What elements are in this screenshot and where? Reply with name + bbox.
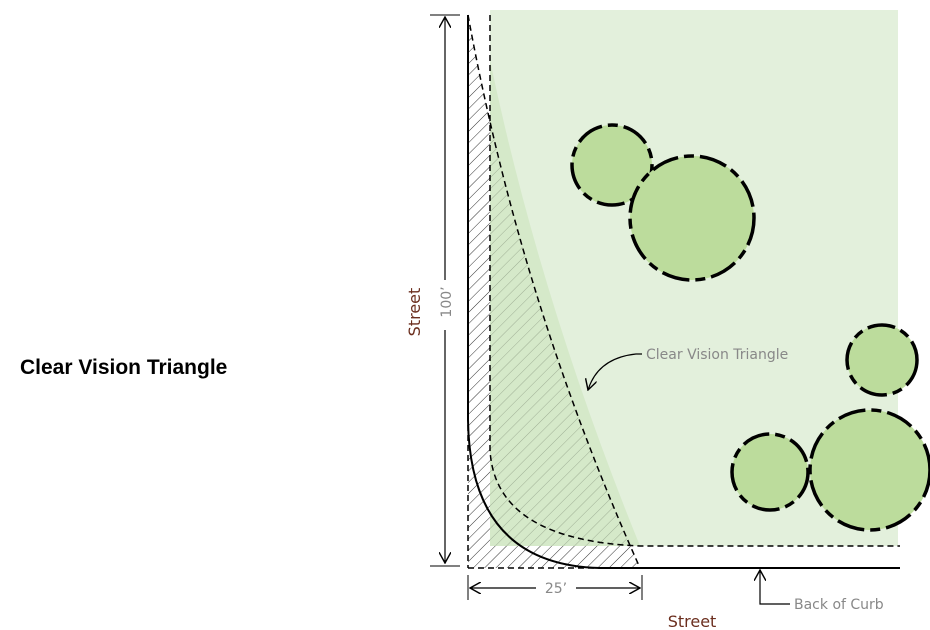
tree [570, 123, 654, 207]
callout-label: Back of Curb [794, 597, 884, 613]
label-bg [536, 578, 576, 598]
tree [845, 323, 919, 397]
tree [808, 408, 930, 532]
callout-label: Clear Vision Triangle [646, 347, 788, 363]
street-label: Street [668, 612, 717, 630]
triangle-fill [490, 60, 640, 546]
label-bg [436, 280, 454, 330]
property-line [489, 15, 900, 547]
tree [730, 432, 810, 512]
title: Clear Vision Triangle [20, 356, 228, 379]
tree [628, 154, 756, 282]
dimension-label: 100’ [439, 286, 455, 317]
trees [570, 123, 930, 532]
triangle-edge [467, 14, 641, 569]
curb-line [467, 15, 900, 569]
callout-line [588, 353, 642, 390]
street-label: Street [405, 288, 424, 337]
dimension-label: 25’ [545, 581, 567, 597]
callout-line [760, 570, 790, 605]
